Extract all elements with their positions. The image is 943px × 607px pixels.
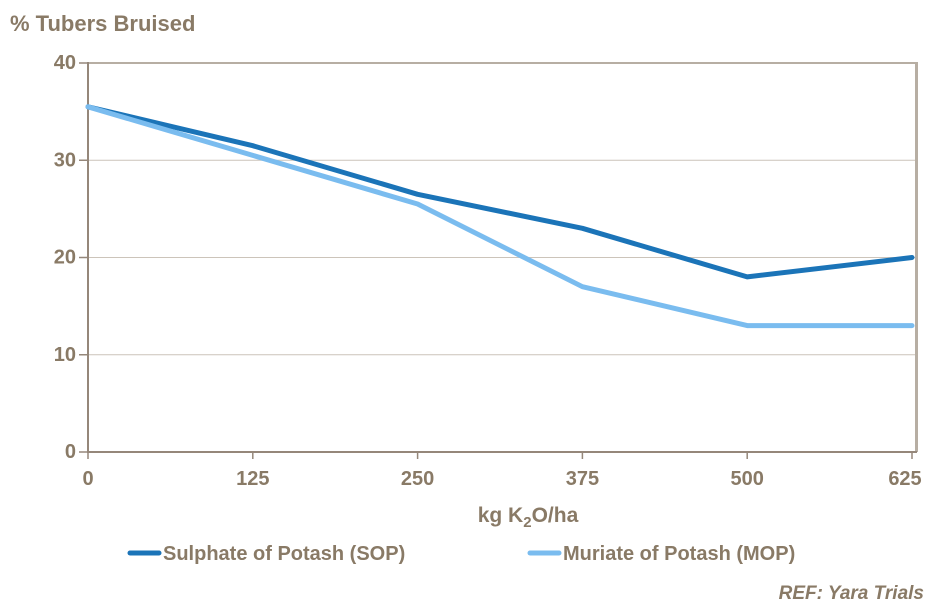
reference-note: REF: Yara Trials [779,583,924,604]
y-tick-label: 40 [54,52,76,74]
x-tick-label: 0 [82,468,93,490]
x-tick-label: 500 [731,468,764,490]
series-line-mop [85,104,915,329]
chart-title: % Tubers Bruised [10,11,195,36]
x-axis-title: kg K2O/ha [478,504,579,531]
legend-label-sop: Sulphate of Potash (SOP) [163,543,405,565]
x-tick-label: 125 [236,468,269,490]
series-line-sop [85,104,915,280]
x-tick-label: 625 [888,468,921,490]
x-tick-label: 375 [566,468,599,490]
y-tick-label: 0 [65,441,76,463]
x-tick-label: 250 [401,468,434,490]
y-tick-label: 30 [54,150,76,172]
y-tick-label: 10 [54,344,76,366]
y-tick-label: 20 [54,247,76,269]
legend-label-mop: Muriate of Potash (MOP) [563,543,795,565]
